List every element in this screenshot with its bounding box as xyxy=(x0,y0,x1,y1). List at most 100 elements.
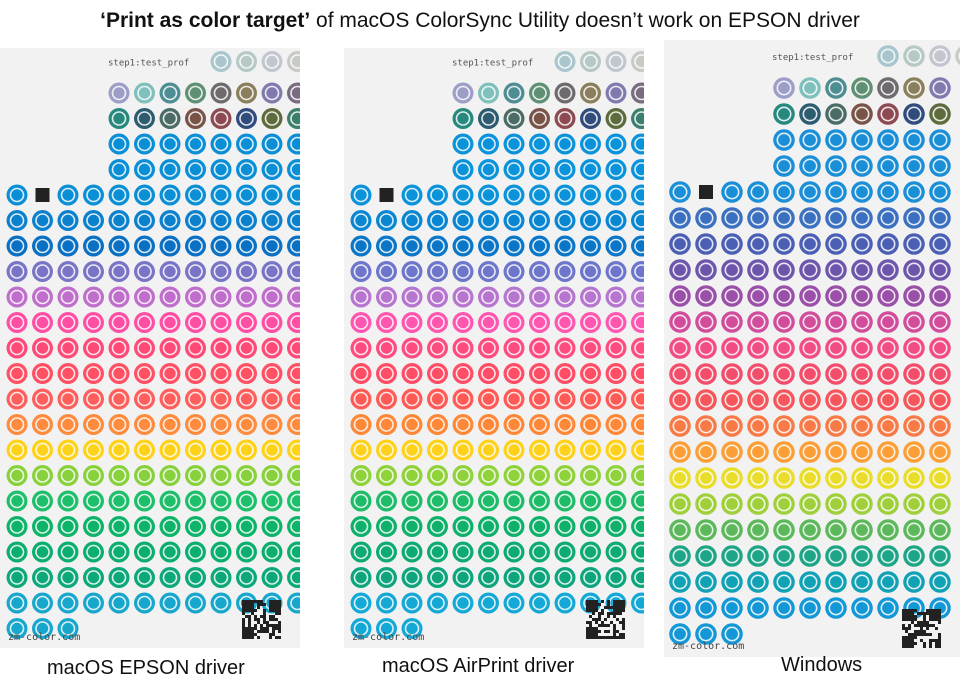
color-patch xyxy=(721,493,743,515)
color-patch xyxy=(721,233,743,255)
color-patch xyxy=(851,389,873,411)
color-patch xyxy=(669,363,691,385)
gray-patch xyxy=(503,108,525,129)
color-patch xyxy=(478,414,499,435)
gray-patch xyxy=(877,45,899,67)
color-patch xyxy=(236,133,257,155)
color-patch xyxy=(747,259,769,281)
color-patch xyxy=(503,159,525,180)
color-patch xyxy=(478,210,499,231)
color-patch xyxy=(747,285,769,307)
color-patch xyxy=(287,312,300,333)
color-patch xyxy=(261,490,283,512)
color-patch xyxy=(580,414,601,435)
color-patch xyxy=(503,516,525,537)
color-patch xyxy=(580,312,601,333)
color-patch xyxy=(427,337,448,359)
color-patch xyxy=(825,155,847,177)
color-patch xyxy=(721,597,743,619)
color-patch xyxy=(478,541,499,563)
color-patch xyxy=(108,592,130,614)
color-patch xyxy=(554,414,576,435)
color-patch xyxy=(503,465,525,486)
color-patch xyxy=(6,439,28,461)
color-patch xyxy=(721,363,743,385)
color-patch xyxy=(134,184,155,206)
color-patch xyxy=(185,312,206,333)
color-patch xyxy=(631,261,644,282)
color-patch xyxy=(554,567,576,588)
color-patch xyxy=(851,259,873,281)
color-patch xyxy=(929,519,951,541)
color-patch xyxy=(134,388,155,410)
color-patch xyxy=(929,467,951,489)
color-patch xyxy=(210,465,232,486)
color-patch xyxy=(6,337,28,359)
color-patch xyxy=(134,286,155,308)
color-patch xyxy=(6,312,28,333)
color-patch xyxy=(376,363,397,384)
color-patch xyxy=(427,235,448,257)
color-patch xyxy=(903,285,925,307)
color-patch xyxy=(32,261,53,282)
color-patch xyxy=(580,363,601,384)
color-patch xyxy=(134,312,155,333)
color-patch xyxy=(773,155,795,177)
color-patch xyxy=(773,233,795,255)
gray-patch xyxy=(631,51,644,72)
color-patch xyxy=(83,541,104,563)
color-patch xyxy=(159,286,181,308)
color-patch xyxy=(695,337,717,359)
color-patch xyxy=(83,567,104,588)
color-patch xyxy=(376,337,397,359)
color-patch xyxy=(799,493,821,515)
gray-patch xyxy=(287,51,300,72)
color-patch xyxy=(747,311,769,333)
gray-patch xyxy=(631,108,644,129)
color-patch xyxy=(185,159,206,180)
color-patch xyxy=(529,261,550,282)
color-patch xyxy=(580,159,601,180)
color-patch xyxy=(773,389,795,411)
color-patch xyxy=(721,337,743,359)
color-patch xyxy=(57,312,79,333)
color-patch xyxy=(695,207,717,229)
color-patch xyxy=(747,415,769,437)
color-patch xyxy=(427,363,448,384)
color-patch xyxy=(631,516,644,537)
gray-patch xyxy=(877,103,899,125)
color-patch xyxy=(376,541,397,563)
gray-patch xyxy=(580,51,601,72)
color-patch xyxy=(877,337,899,359)
color-patch xyxy=(554,592,576,614)
color-patch xyxy=(503,541,525,563)
color-patch xyxy=(825,129,847,151)
color-patch xyxy=(159,414,181,435)
color-patch xyxy=(929,337,951,359)
color-patch xyxy=(554,312,576,333)
color-patch xyxy=(554,439,576,461)
color-patch xyxy=(210,516,232,537)
color-patch xyxy=(773,441,795,463)
color-patch xyxy=(773,337,795,359)
color-patch xyxy=(210,261,232,282)
color-target-sheet: step1:test_prof zm-color.com xyxy=(350,51,644,643)
color-patch xyxy=(350,388,372,410)
color-patch xyxy=(631,337,644,359)
color-patch xyxy=(631,567,644,588)
color-patch xyxy=(605,286,627,308)
color-patch xyxy=(851,363,873,385)
color-patch xyxy=(185,414,206,435)
color-patch xyxy=(669,181,691,203)
color-patch xyxy=(669,415,691,437)
color-patch xyxy=(210,210,232,231)
color-patch xyxy=(773,519,795,541)
color-patch xyxy=(605,235,627,257)
color-patch xyxy=(721,311,743,333)
color-patch xyxy=(929,155,951,177)
color-patch xyxy=(669,467,691,489)
color-patch xyxy=(83,235,104,257)
color-patch xyxy=(108,414,130,435)
color-patch xyxy=(799,389,821,411)
color-patch xyxy=(825,389,847,411)
